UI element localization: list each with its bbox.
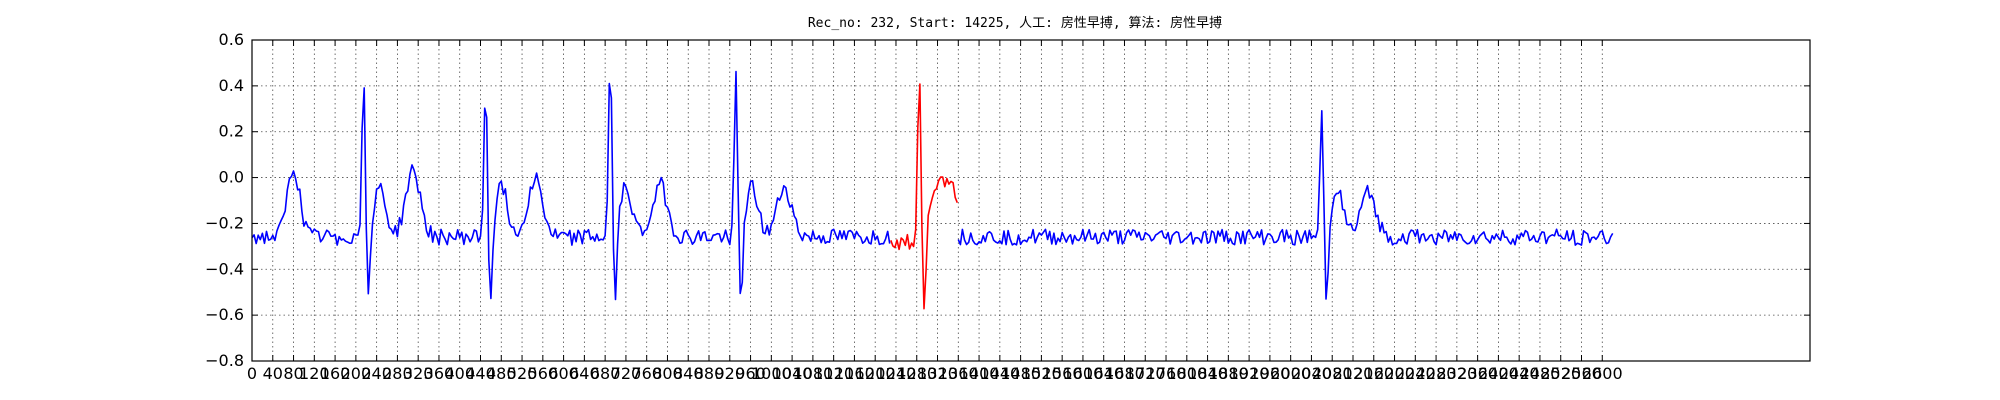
x-tick-label: 2440 [1499, 364, 1540, 383]
x-tick-label: 2160 [1353, 364, 1394, 383]
x-tick-label: 1280 [896, 364, 937, 383]
x-tick-label: 1880 [1208, 364, 1249, 383]
x-tick-label: 480 [486, 364, 517, 383]
x-tick-label: 2480 [1520, 364, 1561, 383]
x-tick-label: 1960 [1250, 364, 1291, 383]
x-tick-label: 2280 [1416, 364, 1457, 383]
series-layer [251, 70, 1614, 310]
ecg-normal-line [251, 70, 891, 301]
y-tick-label: 0.2 [219, 122, 244, 141]
y-tick-label: 0.0 [219, 168, 244, 187]
x-tick-label: 520 [507, 364, 538, 383]
x-tick-label: 1480 [1000, 364, 1041, 383]
x-tick-label: 2600 [1582, 364, 1623, 383]
x-tick-label: 720 [611, 364, 642, 383]
x-tick-label: 160 [320, 364, 351, 383]
x-tick-label: 2320 [1436, 364, 1477, 383]
x-tick-label: 960 [735, 364, 766, 383]
plot-frame [251, 39, 1811, 362]
x-tick-label: 1560 [1042, 364, 1083, 383]
x-tick-label: 80 [283, 364, 303, 383]
x-tick-label: 1680 [1104, 364, 1145, 383]
x-tick-label: 1520 [1021, 364, 1062, 383]
ecg-normal-line [957, 110, 1614, 300]
x-tick-label: 1240 [876, 364, 917, 383]
x-tick-label: 1000 [751, 364, 792, 383]
x-tick-label: 2400 [1478, 364, 1519, 383]
x-tick-label: 640 [569, 364, 600, 383]
x-tick-label: 400 [444, 364, 475, 383]
y-tick-label: −0.2 [205, 213, 244, 232]
x-tick-label: 1120 [813, 364, 854, 383]
x-tick-label: 760 [631, 364, 662, 383]
x-tick-label: 2560 [1561, 364, 1602, 383]
x-tick-label: 40 [263, 364, 283, 383]
x-tick-label: 680 [590, 364, 621, 383]
x-tick-label: 600 [548, 364, 579, 383]
x-tick-label: 1360 [938, 364, 979, 383]
x-tick-label: 120 [299, 364, 330, 383]
x-tick-label: 1840 [1187, 364, 1228, 383]
x-tick-label: 560 [528, 364, 559, 383]
x-tick-label: 240 [361, 364, 392, 383]
x-tick-label: 1200 [855, 364, 896, 383]
grid-layer [251, 39, 1810, 362]
x-tick-label: 1080 [793, 364, 834, 383]
x-tick-label: 1160 [834, 364, 875, 383]
x-tick-label: 1720 [1125, 364, 1166, 383]
x-tick-label: 2200 [1374, 364, 1415, 383]
x-tick-label: 440 [465, 364, 496, 383]
x-tick-label: 2360 [1457, 364, 1498, 383]
axes-layer: 0.60.40.20.0−0.2−0.4−0.6−0.80 40 801201602… [205, 30, 1810, 383]
x-tick-label: 880 [694, 364, 725, 383]
y-tick-label: 0.6 [219, 30, 244, 49]
x-tick-label: 800 [652, 364, 683, 383]
x-tick-label: 840 [673, 364, 704, 383]
x-tick-label: 0 [247, 364, 257, 383]
x-tick-label: 360 [424, 364, 455, 383]
x-tick-label: 920 [715, 364, 746, 383]
x-tick-label: 320 [403, 364, 434, 383]
x-tick-label: 1760 [1146, 364, 1187, 383]
x-tick-label: 1440 [979, 364, 1020, 383]
x-tick-label: 2080 [1312, 364, 1353, 383]
x-tick-label: 1040 [772, 364, 813, 383]
x-tick-label: 1920 [1229, 364, 1270, 383]
x-tick-label: 1640 [1083, 364, 1124, 383]
x-tick-label: 2040 [1291, 364, 1332, 383]
x-tick-label: 1320 [917, 364, 958, 383]
x-tick-label: 1400 [959, 364, 1000, 383]
x-tick-label: 2240 [1395, 364, 1436, 383]
x-tick-label: 2000 [1270, 364, 1311, 383]
y-tick-label: −0.4 [205, 259, 244, 278]
x-tick-label: 200 [341, 364, 372, 383]
x-tick-label: 2120 [1333, 364, 1374, 383]
y-tick-label: −0.6 [205, 305, 244, 324]
ecg-premature-beat-line [890, 83, 959, 310]
x-tick-label: 1600 [1063, 364, 1104, 383]
chart-title: Rec_no: 232, Start: 14225, 人工: 房性早搏, 算法:… [808, 15, 1222, 31]
x-tick-label: 1800 [1166, 364, 1207, 383]
y-tick-label: 0.4 [219, 76, 244, 95]
x-tick-label: 2520 [1540, 364, 1581, 383]
y-tick-label: −0.8 [205, 351, 244, 370]
x-tick-label: 280 [382, 364, 413, 383]
